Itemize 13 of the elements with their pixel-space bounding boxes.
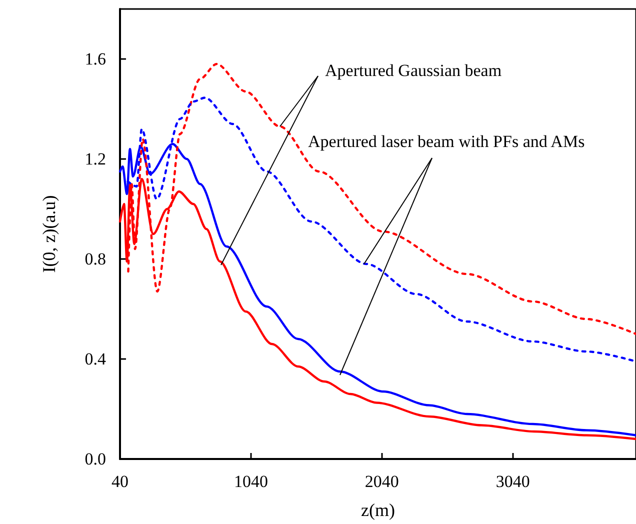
- y-tick-label: 0.0: [84, 450, 106, 468]
- y-tick-label: 0.4: [84, 350, 106, 368]
- y-tick-label: 1.2: [84, 150, 106, 168]
- x-tick-label: 2040: [364, 472, 399, 491]
- y-tick-label: 0.8: [84, 250, 106, 268]
- x-tick-label: 40: [112, 472, 128, 491]
- annotation: Apertured Gaussian beam: [325, 61, 502, 80]
- y-tick-label: 1.6: [84, 50, 106, 68]
- x-tick-label: 3040: [496, 472, 530, 491]
- x-tick-label: 1040: [234, 472, 268, 491]
- x-axis-title: z(m): [361, 500, 395, 520]
- annotation: Apertured laser beam with PFs and AMs: [308, 132, 585, 151]
- y-axis-title: I(0, z)(a.u): [39, 195, 59, 273]
